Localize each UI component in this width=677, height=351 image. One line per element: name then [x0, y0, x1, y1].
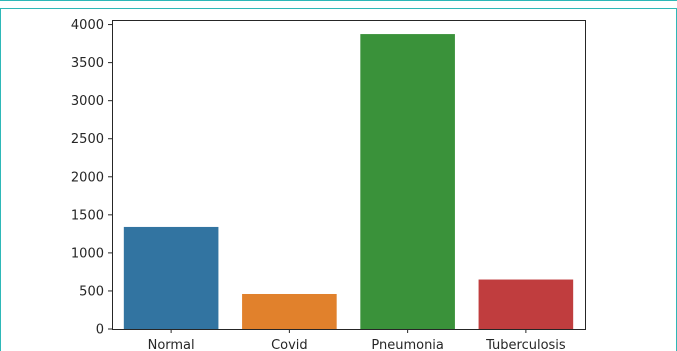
cell-top-border [0, 0, 677, 9]
y-tick-label: 500 [79, 284, 104, 299]
y-tick-label: 0 [96, 323, 104, 338]
x-tick-label: Pneumonia [371, 338, 444, 351]
cell-left-border [0, 9, 1, 351]
bar-pneumonia [360, 34, 455, 329]
bars-group [123, 34, 574, 329]
x-tick-label: Normal [148, 338, 195, 351]
y-tick-label: 2000 [71, 170, 104, 185]
x-tick-label: Covid [271, 338, 308, 351]
bar-covid [242, 293, 337, 329]
y-tick-label: 1000 [71, 246, 104, 261]
y-tick-label: 3500 [71, 56, 104, 71]
y-axis: 0 500 1000 1500 2000 2500 3000 3500 4000 [71, 18, 112, 338]
x-axis: Normal Covid Pneumonia Tuberculosis [148, 329, 566, 351]
y-tick-label: 2500 [71, 132, 104, 147]
x-tick-label: Tuberculosis [485, 338, 566, 351]
y-tick-label: 1500 [71, 208, 104, 223]
bar-normal [123, 226, 219, 329]
y-tick-label: 3000 [71, 94, 104, 109]
bar-tuberculosis [478, 279, 574, 329]
axes-frame [112, 20, 586, 330]
y-tick-label: 4000 [71, 18, 104, 33]
